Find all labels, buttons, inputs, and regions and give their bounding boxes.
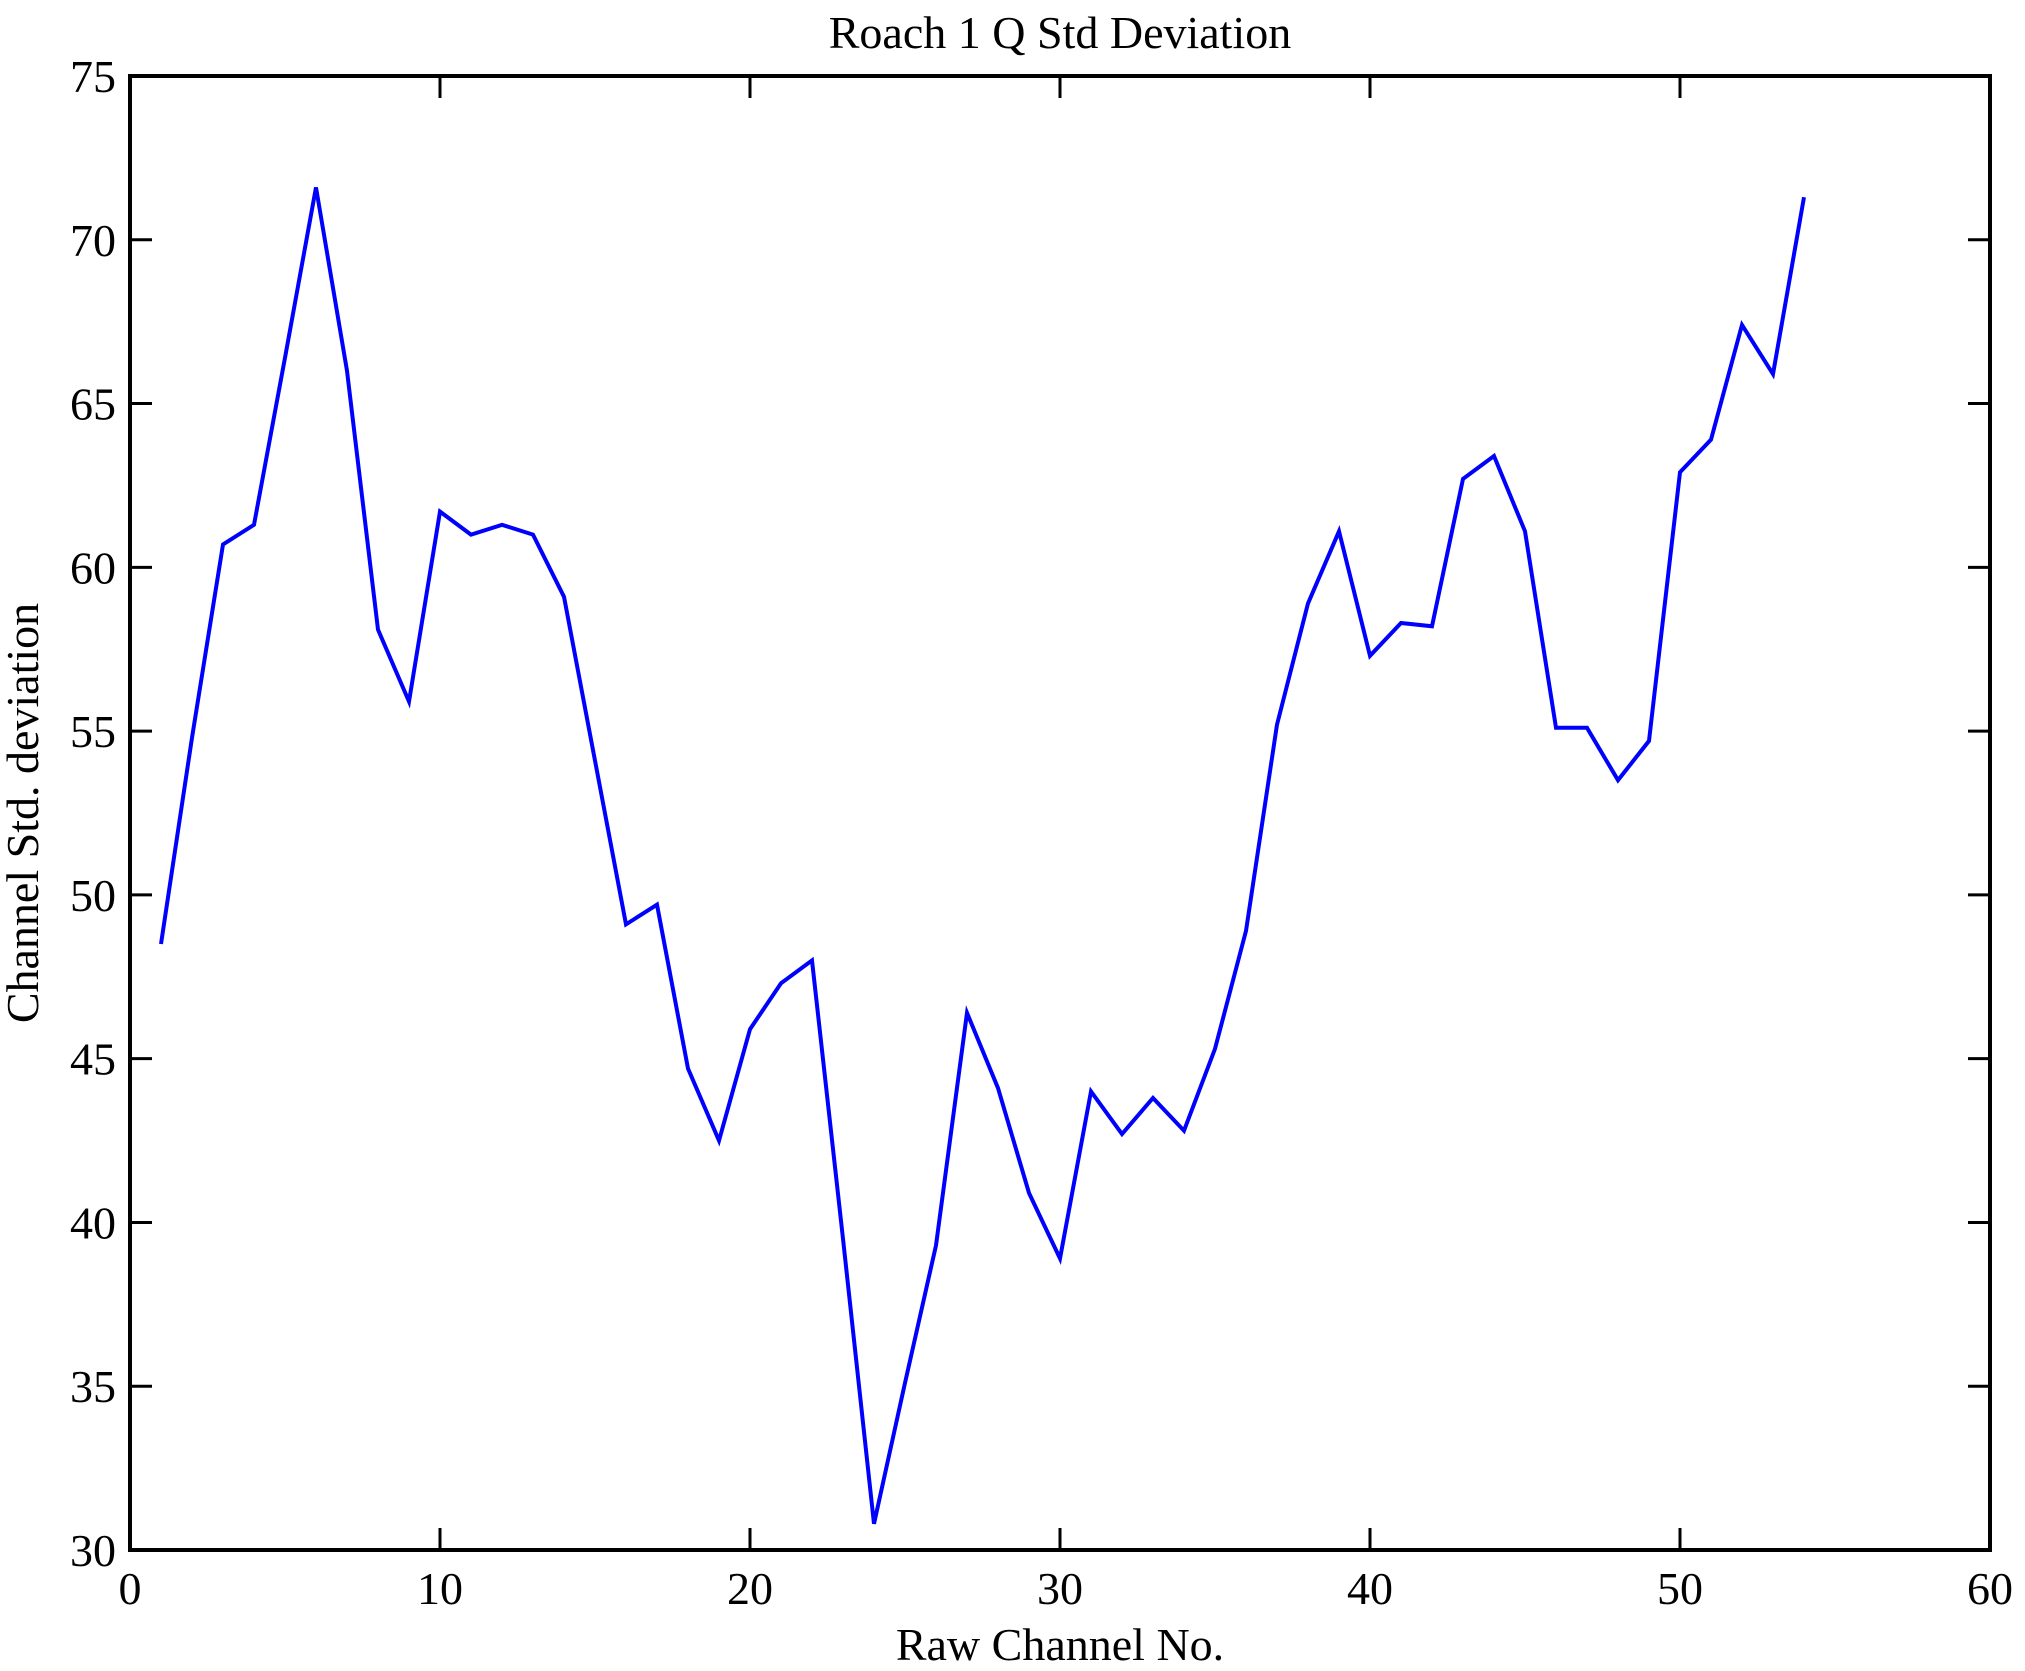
- y-tick-label: 50: [70, 870, 116, 921]
- chart-title: Roach 1 Q Std Deviation: [829, 7, 1292, 58]
- y-tick-label: 30: [70, 1525, 116, 1576]
- x-tick-label: 10: [417, 1563, 463, 1614]
- y-tick-label: 35: [70, 1361, 116, 1412]
- x-tick-label: 60: [1967, 1563, 2013, 1614]
- x-tick-label: 30: [1037, 1563, 1083, 1614]
- y-tick-label: 45: [70, 1034, 116, 1085]
- data-line: [159, 187, 1806, 1525]
- y-tick-label: 70: [70, 215, 116, 266]
- y-tick-label: 40: [70, 1197, 116, 1248]
- y-tick-label: 65: [70, 379, 116, 430]
- y-tick-label: 55: [70, 706, 116, 757]
- x-tick-label: 50: [1657, 1563, 1703, 1614]
- x-tick-label: 20: [727, 1563, 773, 1614]
- x-axis-label: Raw Channel No.: [896, 1619, 1224, 1670]
- axes-frame: [128, 74, 1992, 1552]
- x-tick-label: 40: [1347, 1563, 1393, 1614]
- x-tick-label: 0: [119, 1563, 142, 1614]
- y-tick-label: 60: [70, 542, 116, 593]
- plot-area: 0 10 20 30 40 50 60 30 35 40 45 50 55 60 65 70 75: [70, 51, 2013, 1614]
- y-tick-label: 75: [70, 51, 116, 102]
- y-axis-label: Channel Std. deviation: [0, 603, 48, 1023]
